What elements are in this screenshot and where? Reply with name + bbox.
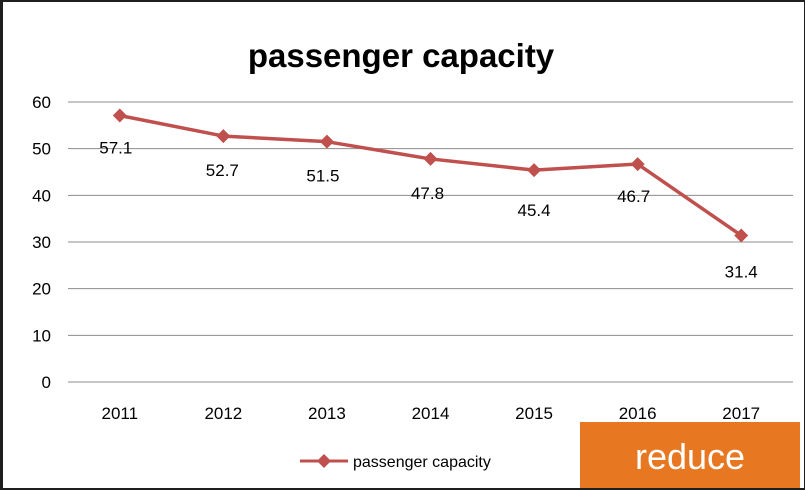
data-point-2013 — [319, 134, 334, 149]
x-tick-label-2017: 2017 — [722, 404, 760, 423]
data-point-2012 — [216, 129, 231, 144]
x-tick-label-2012: 2012 — [204, 404, 242, 423]
y-tick-label-50: 50 — [32, 140, 51, 159]
y-tick-label-40: 40 — [32, 186, 51, 205]
legend: passenger capacity — [300, 454, 491, 471]
y-tick-label-30: 30 — [32, 233, 51, 252]
data-labels: 57.1 52.7 51.5 47.8 45.4 46.7 31.4 — [99, 139, 758, 282]
x-axis-tick-labels: 2011 2012 2013 2014 2015 2016 2017 — [102, 404, 761, 423]
x-tick-label-2014: 2014 — [412, 404, 450, 423]
y-tick-label-0: 0 — [42, 373, 51, 392]
data-point-2015 — [527, 163, 542, 178]
data-label-2011: 57.1 — [99, 139, 132, 158]
legend-entry-passenger-capacity: passenger capacity — [353, 454, 491, 471]
data-label-2013: 51.5 — [306, 167, 339, 186]
data-point-2014 — [423, 151, 438, 166]
series-passenger-capacity — [112, 108, 749, 243]
reduce-badge: reduce — [580, 422, 800, 488]
y-tick-label-60: 60 — [32, 93, 51, 112]
data-point-2017 — [734, 228, 749, 243]
y-axis-tick-labels: 0 10 20 30 40 50 60 — [32, 93, 51, 392]
reduce-badge-text: reduce — [634, 436, 746, 477]
x-tick-label-2016: 2016 — [619, 404, 657, 423]
data-label-2012: 52.7 — [206, 161, 239, 180]
legend-marker-diamond — [317, 454, 331, 468]
x-tick-label-2015: 2015 — [515, 404, 553, 423]
data-label-2017: 31.4 — [725, 262, 758, 281]
x-tick-label-2011: 2011 — [102, 404, 139, 423]
data-point-2011 — [112, 108, 127, 123]
y-tick-label-10: 10 — [32, 326, 51, 345]
data-point-2016 — [630, 157, 645, 172]
gridlines — [68, 101, 793, 383]
data-label-2015: 45.4 — [518, 201, 551, 220]
data-label-2014: 47.8 — [411, 184, 444, 203]
y-tick-label-20: 20 — [32, 280, 51, 299]
data-label-2016: 46.7 — [617, 187, 650, 206]
chart-title: passenger capacity — [248, 37, 555, 74]
x-tick-label-2013: 2013 — [308, 404, 346, 423]
